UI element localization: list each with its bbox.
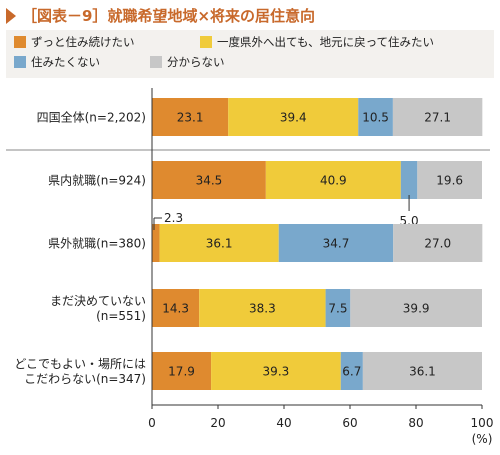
- bar-segment-1-3: [417, 161, 482, 199]
- x-tick-label-3: 60: [342, 416, 357, 430]
- data-label-3-2: 7.5: [328, 302, 347, 316]
- data-label-2-2: 34.7: [323, 237, 350, 251]
- category-label-3-0: まだ決めていない: [50, 294, 146, 308]
- title-triangle-icon: [6, 8, 16, 24]
- category-label-0-0: 四国全体(n=2,202): [37, 110, 146, 125]
- chart-title-group: ［図表－9］就職希望地域×将来の居住意向: [6, 7, 315, 25]
- bar-segment-0-3: [392, 98, 483, 136]
- bar-segment-0-0: [152, 98, 229, 136]
- legend-label-0: ずっと住み続けたい: [31, 35, 135, 49]
- legend-swatch-1: [200, 36, 212, 48]
- legend-label-1: 一度県外へ出ても、地元に戻って住みたい: [217, 35, 434, 49]
- bar-segment-2-2: [278, 224, 394, 262]
- bar-segment-2-1: [159, 224, 279, 262]
- bar-segment-0-1: [228, 98, 359, 136]
- legend-label-2: 住みたくない: [31, 55, 100, 69]
- chart-title: ［図表－9］就職希望地域×将来の居住意向: [22, 7, 315, 25]
- data-label-2-3: 27.0: [424, 237, 451, 251]
- legend-swatch-3: [150, 56, 162, 68]
- bar-segment-1-0: [152, 161, 266, 199]
- bar-segment-4-3: [362, 352, 482, 390]
- data-label-4-2: 6.7: [342, 365, 361, 379]
- bar-segment-4-1: [211, 352, 341, 390]
- bar-segment-3-1: [199, 289, 326, 327]
- bar-segment-1-2: [400, 161, 418, 199]
- data-label-0-2: 10.5: [362, 111, 389, 125]
- legend-swatch-0: [14, 36, 26, 48]
- bar-segment-3-3: [350, 289, 482, 327]
- data-label-3-1: 38.3: [249, 302, 276, 316]
- data-label-2-1: 36.1: [206, 237, 233, 251]
- x-tick-label-5: 100: [471, 416, 494, 430]
- data-label-0-0: 23.1: [177, 111, 204, 125]
- category-label-3-1: (n=551): [96, 309, 146, 323]
- bar-segment-2-3: [393, 224, 483, 262]
- category-label-4-1: こだわらない(n=347): [24, 372, 146, 386]
- data-label-3-0: 14.3: [162, 302, 189, 316]
- data-label-4-1: 39.3: [263, 365, 290, 379]
- x-tick-label-2: 40: [276, 416, 291, 430]
- data-label-1-0: 34.5: [196, 174, 223, 188]
- bar-segment-4-0: [152, 352, 212, 390]
- bar-segment-3-2: [325, 289, 351, 327]
- bar-segment-3-0: [152, 289, 200, 327]
- category-labels: 四国全体(n=2,202) 県内就職(n=924) 県外就職(n=380) まだ決めて…: [14, 110, 146, 387]
- legend-box: [6, 30, 494, 78]
- category-label-1-0: 県内就職(n=924): [48, 174, 146, 188]
- x-axis: 0 20 40 60 80 100 (%): [148, 88, 493, 446]
- data-label-1-1: 40.9: [320, 174, 347, 188]
- data-label-4-3: 36.1: [409, 365, 436, 379]
- x-unit-label: (%): [472, 432, 493, 446]
- x-tick-label-1: 20: [210, 416, 225, 430]
- legend-swatch-2: [14, 56, 26, 68]
- plot-area: 23.1 39.4 10.5 27.134.5 40.95.019.62.336.1 34…: [6, 98, 490, 390]
- x-tick-label-0: 0: [148, 416, 156, 430]
- bar-segment-4-2: [340, 352, 363, 390]
- legend-label-3: 分からない: [167, 55, 225, 69]
- category-label-2-0: 県外就職(n=380): [48, 237, 146, 251]
- data-label-0-1: 39.4: [280, 111, 307, 125]
- bar-segment-2-0: [152, 224, 160, 262]
- x-tick-label-4: 80: [408, 416, 423, 430]
- data-label-4-0: 17.9: [168, 365, 195, 379]
- data-label-0-3: 27.1: [424, 111, 451, 125]
- data-label-1-3: 19.6: [436, 174, 463, 188]
- category-label-4-0: どこでもよい・場所には: [14, 357, 146, 371]
- data-label-2-0: 2.3: [164, 211, 183, 225]
- data-label-3-3: 39.9: [403, 302, 430, 316]
- bar-segment-1-1: [265, 161, 401, 199]
- bar-segment-0-2: [358, 98, 393, 136]
